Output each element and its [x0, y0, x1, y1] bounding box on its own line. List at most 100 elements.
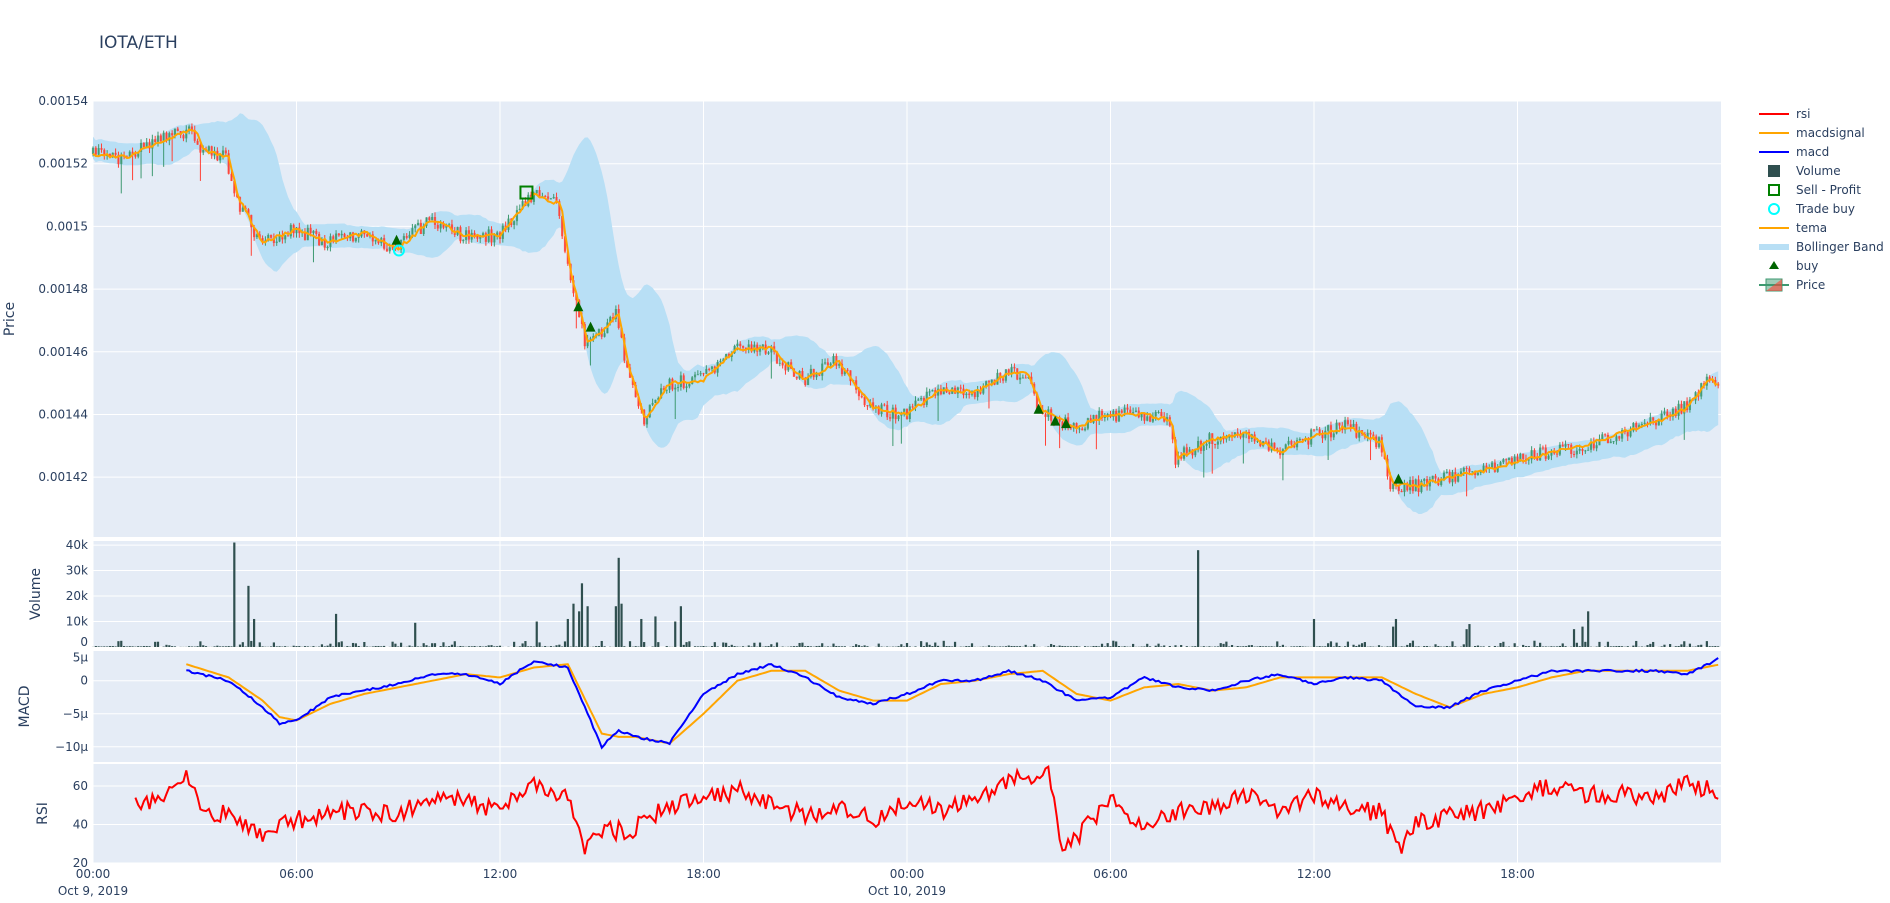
- candle-body: [1581, 449, 1584, 452]
- candle-body: [100, 148, 103, 150]
- legend-item-buy[interactable]: buy: [1769, 259, 1818, 273]
- candle-body: [1505, 459, 1508, 461]
- volume-bar: [580, 583, 584, 647]
- volume-bar: [1245, 646, 1248, 647]
- candle-body: [665, 389, 668, 391]
- volume-bar: [1408, 643, 1412, 647]
- volume-bar: [790, 646, 793, 647]
- candle-body: [221, 150, 225, 156]
- volume-bar: [106, 646, 109, 647]
- candle-body: [156, 135, 160, 143]
- candle: [1544, 444, 1547, 462]
- candle-body: [1151, 416, 1154, 422]
- candle-body: [1584, 450, 1587, 452]
- candle: [219, 154, 222, 164]
- volume-bar: [1013, 646, 1016, 647]
- candle-body: [739, 343, 742, 347]
- volume-bar: [1123, 646, 1126, 647]
- candle: [1620, 427, 1624, 442]
- volume-bar: [1502, 641, 1505, 647]
- volume-bar: [298, 646, 301, 647]
- candle-body: [1295, 440, 1299, 448]
- legend-item-bollinger-band[interactable]: Bollinger Band: [1759, 240, 1884, 254]
- volume-bar: [1064, 646, 1067, 647]
- volume-bar: [1061, 645, 1064, 647]
- volume-bar: [826, 646, 829, 647]
- candle: [1120, 409, 1123, 414]
- candle-body: [1086, 418, 1089, 429]
- candle-body: [1143, 413, 1146, 421]
- volume-bar: [572, 603, 575, 647]
- candle-body: [597, 329, 601, 336]
- volume-bar: [764, 646, 767, 647]
- volume-bar: [1663, 644, 1666, 647]
- volume-bar: [905, 642, 909, 647]
- volume-bar: [1030, 646, 1033, 647]
- candle-body: [1095, 415, 1098, 421]
- volume-bar: [838, 646, 841, 647]
- legend-item-price[interactable]: Price: [1759, 278, 1825, 292]
- buy-marker: [1033, 403, 1044, 414]
- candle-body: [1507, 457, 1511, 461]
- volume-bar: [224, 646, 227, 647]
- candle-body: [914, 400, 917, 407]
- candle: [1083, 426, 1087, 432]
- volume-bar: [111, 646, 114, 647]
- candle-body: [255, 234, 259, 238]
- candle-body: [806, 376, 810, 386]
- volume-bar: [614, 606, 617, 647]
- volume-bar: [1598, 641, 1601, 647]
- candle: [1671, 407, 1675, 421]
- candle-body: [1471, 471, 1474, 473]
- legend-item-macdsignal[interactable]: macdsignal: [1759, 126, 1865, 140]
- candle: [1587, 447, 1590, 451]
- legend-item-tema[interactable]: tema: [1759, 221, 1827, 235]
- volume-bar: [1649, 643, 1652, 647]
- legend-item-trade-buy[interactable]: Trade buy: [1768, 202, 1855, 216]
- legend-item-sell-profit[interactable]: Sell - Profit: [1768, 183, 1861, 197]
- legend-label: rsi: [1796, 107, 1811, 121]
- legend-item-rsi[interactable]: rsi: [1759, 107, 1811, 121]
- legend-item-macd[interactable]: macd: [1759, 145, 1829, 159]
- candle: [679, 371, 682, 391]
- volume-bar: [922, 646, 926, 647]
- candle: [408, 231, 411, 240]
- candle-body: [411, 228, 414, 235]
- candle: [1143, 412, 1146, 424]
- candle-body: [154, 139, 157, 143]
- volume-bar: [1117, 646, 1121, 647]
- volume-bar: [741, 646, 745, 647]
- candle-body: [583, 324, 586, 347]
- volume-bar: [1358, 644, 1361, 647]
- candle-body: [1561, 444, 1564, 447]
- candle-body: [176, 128, 179, 132]
- volume-bar: [1451, 641, 1454, 647]
- volume-bar: [767, 646, 770, 647]
- volume-bar: [965, 646, 968, 647]
- candle-body: [1476, 472, 1480, 476]
- candle: [784, 363, 787, 375]
- candle: [614, 305, 617, 323]
- x-tick-label: 18:00: [686, 867, 721, 881]
- volume-bar: [414, 622, 417, 647]
- candle-body: [1519, 453, 1522, 461]
- candle-body: [959, 387, 962, 389]
- volume-bar: [713, 642, 716, 647]
- volume-bar: [408, 645, 411, 647]
- volume-bar: [284, 646, 287, 647]
- candle-body: [1609, 441, 1612, 444]
- candle: [696, 370, 699, 376]
- volume-bar: [1083, 646, 1087, 647]
- candle-body: [515, 210, 519, 222]
- candle-body: [1236, 432, 1239, 434]
- trade-markers: [391, 185, 1404, 484]
- macd-line: [186, 657, 1719, 750]
- volume-bar: [538, 642, 541, 647]
- candle-body: [702, 373, 705, 375]
- y-tick-label-rsi: 40: [73, 817, 88, 831]
- candle-body: [1462, 467, 1465, 472]
- candle: [654, 399, 657, 404]
- candle: [1154, 410, 1157, 421]
- legend-item-volume[interactable]: Volume: [1768, 164, 1841, 178]
- volume-bar: [1146, 643, 1149, 647]
